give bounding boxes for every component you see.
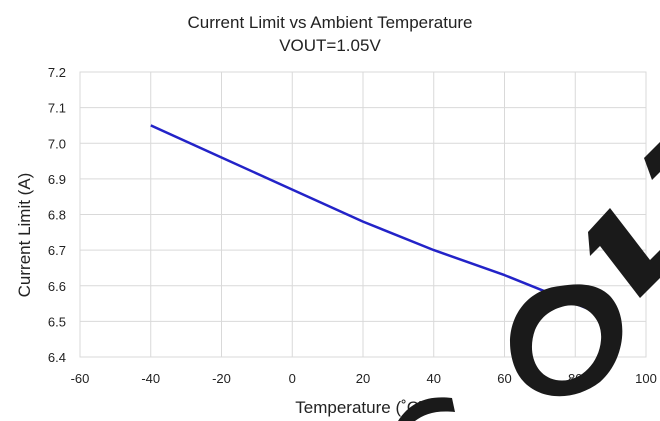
series-line (150, 124, 594, 312)
y-tick-label: 7.2 (48, 65, 66, 80)
x-tick-label: -60 (71, 371, 90, 386)
x-tick-label: -20 (212, 371, 231, 386)
y-tick-label: 7.0 (48, 136, 66, 151)
x-tick-label: 60 (497, 371, 511, 386)
chart-subtitle: VOUT=1.05V (279, 36, 381, 55)
plot-border (79, 71, 647, 358)
x-tick-label: 0 (289, 371, 296, 386)
watermark-letter-o (510, 284, 623, 397)
chart-title: Current Limit vs Ambient Temperature (187, 13, 472, 32)
grid (79, 71, 647, 358)
y-tick-label: 6.4 (48, 350, 66, 365)
y-tick-label: 6.9 (48, 172, 66, 187)
y-tick-label: 6.8 (48, 208, 66, 223)
y-tick-label: 6.6 (48, 279, 66, 294)
x-tick-label: -40 (141, 371, 160, 386)
x-axis-title: Temperature (˚C) (295, 398, 424, 417)
x-tick-label: 20 (356, 371, 370, 386)
y-tick-label: 6.5 (48, 314, 66, 329)
x-tick-label: 40 (427, 371, 441, 386)
y-axis-title: Current Limit (A) (15, 173, 34, 298)
y-tick-label: 7.1 (48, 101, 66, 116)
watermark-letter-f (644, 142, 660, 180)
y-tick-labels: 6.4 6.5 6.6 6.7 6.8 6.9 7.0 7.1 7.2 (48, 65, 66, 365)
watermark-letters (398, 142, 660, 421)
confidential-watermark (398, 142, 660, 421)
x-tick-label: 100 (635, 371, 657, 386)
watermark-letter-c (398, 397, 455, 421)
watermark-letter-n (588, 208, 660, 298)
series-layer (150, 124, 594, 312)
y-tick-label: 6.7 (48, 243, 66, 258)
x-tick-labels: -60-40-20020406080100 (71, 371, 657, 386)
plot-area (79, 71, 647, 358)
